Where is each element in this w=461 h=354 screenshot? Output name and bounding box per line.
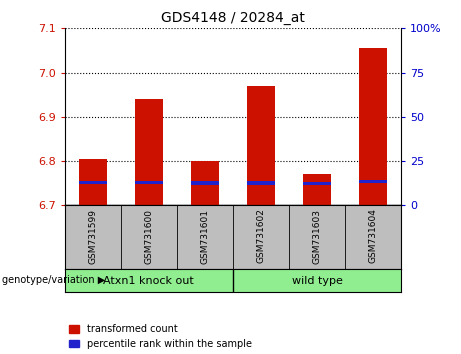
Bar xyxy=(191,161,219,205)
Text: GSM731599: GSM731599 xyxy=(88,209,97,263)
Text: wild type: wild type xyxy=(291,275,343,286)
Bar xyxy=(247,86,275,205)
Bar xyxy=(78,181,106,184)
Text: Atxn1 knock out: Atxn1 knock out xyxy=(103,275,194,286)
Text: GSM731600: GSM731600 xyxy=(144,209,153,263)
Bar xyxy=(359,180,387,183)
Bar xyxy=(191,182,219,185)
Bar xyxy=(303,175,331,205)
Title: GDS4148 / 20284_at: GDS4148 / 20284_at xyxy=(161,11,305,24)
Text: genotype/variation ▶: genotype/variation ▶ xyxy=(2,275,106,285)
Bar xyxy=(247,181,275,184)
Bar xyxy=(78,159,106,205)
Text: GSM731603: GSM731603 xyxy=(313,209,321,263)
Bar xyxy=(359,48,387,205)
Text: GSM731602: GSM731602 xyxy=(256,209,266,263)
Bar xyxy=(135,181,163,184)
Legend: transformed count, percentile rank within the sample: transformed count, percentile rank withi… xyxy=(70,324,252,349)
Text: GSM731601: GSM731601 xyxy=(200,209,209,263)
Bar xyxy=(135,99,163,205)
Text: GSM731604: GSM731604 xyxy=(368,209,378,263)
Bar xyxy=(303,182,331,185)
